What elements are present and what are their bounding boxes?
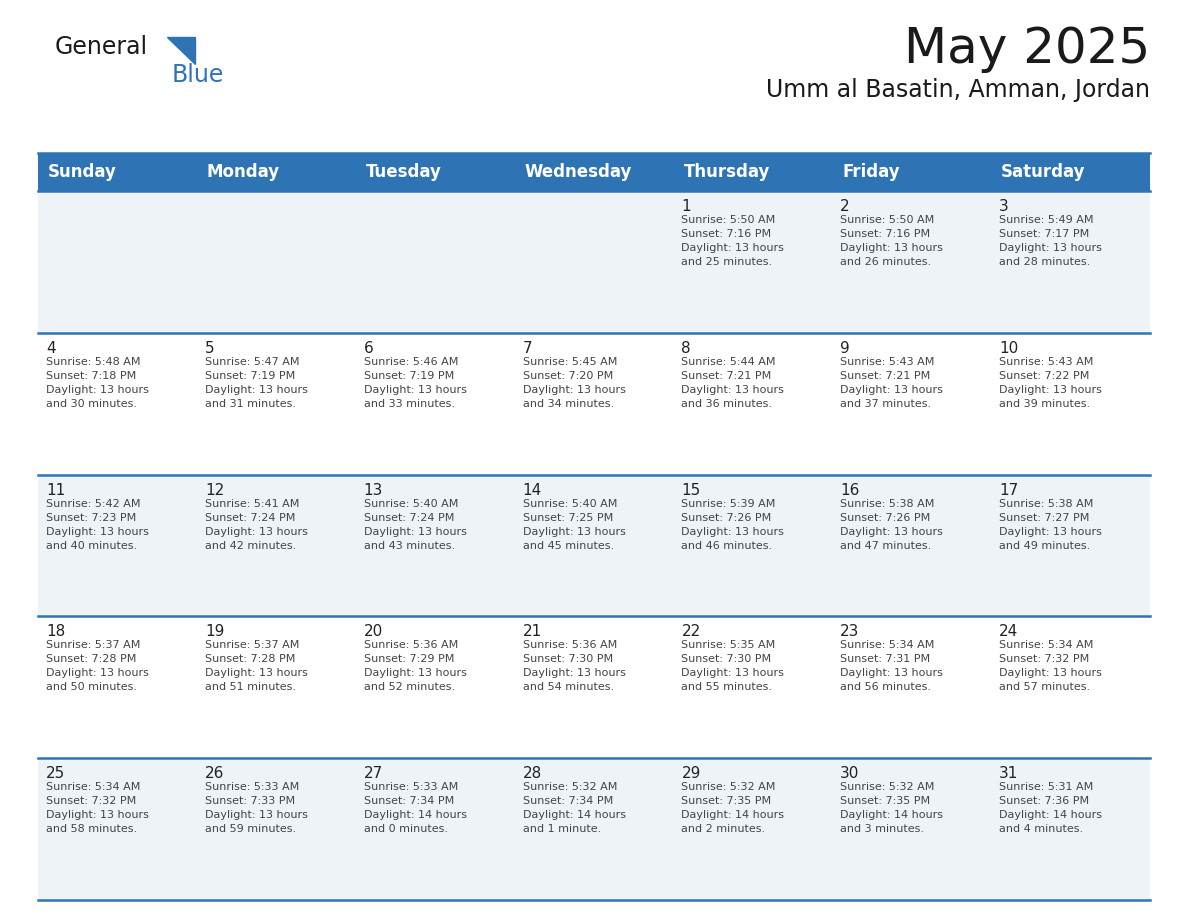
Bar — [38, 616, 1150, 758]
Text: 4: 4 — [46, 341, 56, 356]
Text: 27: 27 — [364, 767, 383, 781]
Text: Sunrise: 5:38 AM
Sunset: 7:26 PM
Daylight: 13 hours
and 47 minutes.: Sunrise: 5:38 AM Sunset: 7:26 PM Dayligh… — [840, 498, 943, 551]
Text: 19: 19 — [204, 624, 225, 640]
Text: Monday: Monday — [207, 163, 280, 181]
Text: Friday: Friday — [842, 163, 901, 181]
Text: Sunrise: 5:34 AM
Sunset: 7:31 PM
Daylight: 13 hours
and 56 minutes.: Sunrise: 5:34 AM Sunset: 7:31 PM Dayligh… — [840, 641, 943, 692]
Text: 6: 6 — [364, 341, 373, 356]
Text: Wednesday: Wednesday — [525, 163, 632, 181]
Text: Sunrise: 5:33 AM
Sunset: 7:33 PM
Daylight: 13 hours
and 59 minutes.: Sunrise: 5:33 AM Sunset: 7:33 PM Dayligh… — [204, 782, 308, 834]
Text: Umm al Basatin, Amman, Jordan: Umm al Basatin, Amman, Jordan — [766, 78, 1150, 102]
Text: 21: 21 — [523, 624, 542, 640]
Text: Sunrise: 5:39 AM
Sunset: 7:26 PM
Daylight: 13 hours
and 46 minutes.: Sunrise: 5:39 AM Sunset: 7:26 PM Dayligh… — [682, 498, 784, 551]
Text: 28: 28 — [523, 767, 542, 781]
Text: Sunrise: 5:40 AM
Sunset: 7:24 PM
Daylight: 13 hours
and 43 minutes.: Sunrise: 5:40 AM Sunset: 7:24 PM Dayligh… — [364, 498, 467, 551]
Text: 15: 15 — [682, 483, 701, 498]
Text: 18: 18 — [46, 624, 65, 640]
Text: Sunrise: 5:36 AM
Sunset: 7:29 PM
Daylight: 13 hours
and 52 minutes.: Sunrise: 5:36 AM Sunset: 7:29 PM Dayligh… — [364, 641, 467, 692]
Text: Sunday: Sunday — [48, 163, 116, 181]
Text: 20: 20 — [364, 624, 383, 640]
Text: Sunrise: 5:37 AM
Sunset: 7:28 PM
Daylight: 13 hours
and 51 minutes.: Sunrise: 5:37 AM Sunset: 7:28 PM Dayligh… — [204, 641, 308, 692]
Text: 10: 10 — [999, 341, 1018, 356]
Text: 13: 13 — [364, 483, 383, 498]
Text: Sunrise: 5:40 AM
Sunset: 7:25 PM
Daylight: 13 hours
and 45 minutes.: Sunrise: 5:40 AM Sunset: 7:25 PM Dayligh… — [523, 498, 625, 551]
Text: 25: 25 — [46, 767, 65, 781]
Text: Sunrise: 5:44 AM
Sunset: 7:21 PM
Daylight: 13 hours
and 36 minutes.: Sunrise: 5:44 AM Sunset: 7:21 PM Dayligh… — [682, 357, 784, 409]
Text: 24: 24 — [999, 624, 1018, 640]
Text: 8: 8 — [682, 341, 691, 356]
Text: Tuesday: Tuesday — [366, 163, 442, 181]
Text: 7: 7 — [523, 341, 532, 356]
Text: 3: 3 — [999, 199, 1009, 214]
Text: 1: 1 — [682, 199, 691, 214]
Text: 23: 23 — [840, 624, 860, 640]
Text: General: General — [55, 35, 148, 59]
Text: Sunrise: 5:32 AM
Sunset: 7:35 PM
Daylight: 14 hours
and 2 minutes.: Sunrise: 5:32 AM Sunset: 7:35 PM Dayligh… — [682, 782, 784, 834]
Bar — [38, 153, 1150, 191]
Text: Sunrise: 5:34 AM
Sunset: 7:32 PM
Daylight: 13 hours
and 57 minutes.: Sunrise: 5:34 AM Sunset: 7:32 PM Dayligh… — [999, 641, 1102, 692]
Text: Sunrise: 5:37 AM
Sunset: 7:28 PM
Daylight: 13 hours
and 50 minutes.: Sunrise: 5:37 AM Sunset: 7:28 PM Dayligh… — [46, 641, 148, 692]
Bar — [38, 758, 1150, 900]
Text: Sunrise: 5:49 AM
Sunset: 7:17 PM
Daylight: 13 hours
and 28 minutes.: Sunrise: 5:49 AM Sunset: 7:17 PM Dayligh… — [999, 215, 1102, 267]
Text: Sunrise: 5:38 AM
Sunset: 7:27 PM
Daylight: 13 hours
and 49 minutes.: Sunrise: 5:38 AM Sunset: 7:27 PM Dayligh… — [999, 498, 1102, 551]
Text: Sunrise: 5:36 AM
Sunset: 7:30 PM
Daylight: 13 hours
and 54 minutes.: Sunrise: 5:36 AM Sunset: 7:30 PM Dayligh… — [523, 641, 625, 692]
Text: 22: 22 — [682, 624, 701, 640]
Text: Sunrise: 5:43 AM
Sunset: 7:21 PM
Daylight: 13 hours
and 37 minutes.: Sunrise: 5:43 AM Sunset: 7:21 PM Dayligh… — [840, 357, 943, 409]
Text: 14: 14 — [523, 483, 542, 498]
Text: 2: 2 — [840, 199, 849, 214]
Text: Sunrise: 5:50 AM
Sunset: 7:16 PM
Daylight: 13 hours
and 26 minutes.: Sunrise: 5:50 AM Sunset: 7:16 PM Dayligh… — [840, 215, 943, 267]
Text: Sunrise: 5:43 AM
Sunset: 7:22 PM
Daylight: 13 hours
and 39 minutes.: Sunrise: 5:43 AM Sunset: 7:22 PM Dayligh… — [999, 357, 1102, 409]
Bar — [38, 475, 1150, 616]
Text: Sunrise: 5:32 AM
Sunset: 7:35 PM
Daylight: 14 hours
and 3 minutes.: Sunrise: 5:32 AM Sunset: 7:35 PM Dayligh… — [840, 782, 943, 834]
Text: Sunrise: 5:32 AM
Sunset: 7:34 PM
Daylight: 14 hours
and 1 minute.: Sunrise: 5:32 AM Sunset: 7:34 PM Dayligh… — [523, 782, 626, 834]
Text: 17: 17 — [999, 483, 1018, 498]
Text: 29: 29 — [682, 767, 701, 781]
Text: Sunrise: 5:31 AM
Sunset: 7:36 PM
Daylight: 14 hours
and 4 minutes.: Sunrise: 5:31 AM Sunset: 7:36 PM Dayligh… — [999, 782, 1102, 834]
Text: Sunrise: 5:42 AM
Sunset: 7:23 PM
Daylight: 13 hours
and 40 minutes.: Sunrise: 5:42 AM Sunset: 7:23 PM Dayligh… — [46, 498, 148, 551]
Text: Sunrise: 5:33 AM
Sunset: 7:34 PM
Daylight: 14 hours
and 0 minutes.: Sunrise: 5:33 AM Sunset: 7:34 PM Dayligh… — [364, 782, 467, 834]
Text: 26: 26 — [204, 767, 225, 781]
Text: Sunrise: 5:47 AM
Sunset: 7:19 PM
Daylight: 13 hours
and 31 minutes.: Sunrise: 5:47 AM Sunset: 7:19 PM Dayligh… — [204, 357, 308, 409]
Text: Sunrise: 5:45 AM
Sunset: 7:20 PM
Daylight: 13 hours
and 34 minutes.: Sunrise: 5:45 AM Sunset: 7:20 PM Dayligh… — [523, 357, 625, 409]
Text: 5: 5 — [204, 341, 215, 356]
Text: May 2025: May 2025 — [904, 25, 1150, 73]
Polygon shape — [168, 37, 195, 64]
Text: Sunrise: 5:50 AM
Sunset: 7:16 PM
Daylight: 13 hours
and 25 minutes.: Sunrise: 5:50 AM Sunset: 7:16 PM Dayligh… — [682, 215, 784, 267]
Text: 31: 31 — [999, 767, 1018, 781]
Text: 16: 16 — [840, 483, 860, 498]
Text: Sunrise: 5:35 AM
Sunset: 7:30 PM
Daylight: 13 hours
and 55 minutes.: Sunrise: 5:35 AM Sunset: 7:30 PM Dayligh… — [682, 641, 784, 692]
Bar — [38, 191, 1150, 333]
Bar — [38, 333, 1150, 475]
Text: Sunrise: 5:34 AM
Sunset: 7:32 PM
Daylight: 13 hours
and 58 minutes.: Sunrise: 5:34 AM Sunset: 7:32 PM Dayligh… — [46, 782, 148, 834]
Text: 11: 11 — [46, 483, 65, 498]
Text: 9: 9 — [840, 341, 851, 356]
Text: Sunrise: 5:48 AM
Sunset: 7:18 PM
Daylight: 13 hours
and 30 minutes.: Sunrise: 5:48 AM Sunset: 7:18 PM Dayligh… — [46, 357, 148, 409]
Text: Sunrise: 5:46 AM
Sunset: 7:19 PM
Daylight: 13 hours
and 33 minutes.: Sunrise: 5:46 AM Sunset: 7:19 PM Dayligh… — [364, 357, 467, 409]
Text: 12: 12 — [204, 483, 225, 498]
Text: Thursday: Thursday — [683, 163, 770, 181]
Text: Blue: Blue — [172, 63, 225, 87]
Text: Sunrise: 5:41 AM
Sunset: 7:24 PM
Daylight: 13 hours
and 42 minutes.: Sunrise: 5:41 AM Sunset: 7:24 PM Dayligh… — [204, 498, 308, 551]
Text: 30: 30 — [840, 767, 860, 781]
Text: Saturday: Saturday — [1001, 163, 1086, 181]
